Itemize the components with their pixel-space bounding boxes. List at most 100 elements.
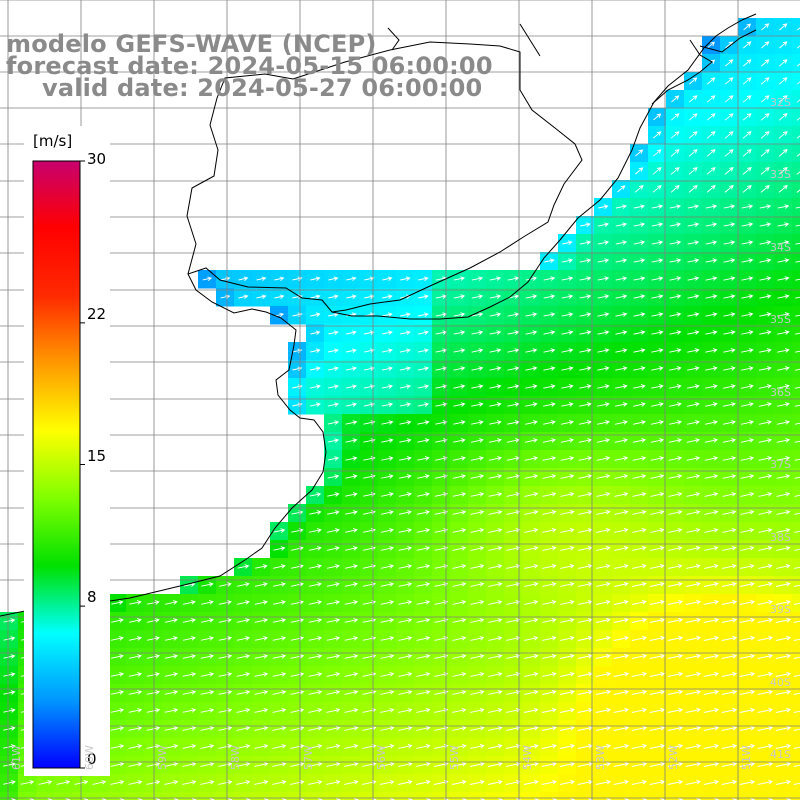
wind-arrow [775, 635, 792, 641]
wind-arrow [740, 420, 754, 425]
wind-arrow [757, 761, 774, 767]
wind-arrow [272, 672, 287, 677]
wind-arrow [703, 743, 720, 749]
wind-arrow [685, 617, 702, 623]
wind-arrow [596, 438, 611, 443]
wind-arrow [524, 581, 539, 587]
wind-arrow [615, 276, 628, 281]
wind-arrow [793, 692, 800, 695]
wind-arrow [560, 545, 575, 551]
wind-arrow [399, 438, 412, 443]
wind-speed-cell [252, 792, 271, 800]
wind-arrow [561, 402, 574, 407]
wind-arrow [667, 689, 684, 695]
wind-arrow [507, 312, 520, 317]
wind-arrow [758, 438, 773, 443]
wind-arrow [524, 563, 539, 569]
wind-arrow [470, 474, 485, 479]
wind-speed-cell [792, 126, 800, 145]
wind-arrow [667, 779, 684, 785]
wind-arrow [596, 492, 611, 497]
wind-arrow [272, 708, 287, 713]
wind-speed-cell [486, 792, 505, 800]
wind-arrow [760, 77, 770, 85]
wind-arrow [326, 779, 341, 785]
wind-arrow [579, 348, 592, 353]
wind-arrow [579, 312, 592, 317]
wind-arrow [633, 366, 646, 371]
wind-arrow [471, 420, 484, 425]
wind-speed-cell [378, 792, 397, 800]
coastline [0, 13, 757, 617]
wind-arrow [416, 690, 431, 695]
wind-speed-cell [504, 792, 523, 800]
wind-arrow [560, 438, 575, 443]
wind-arrow [256, 276, 267, 281]
wind-arrow [669, 402, 682, 407]
wind-arrow [434, 654, 449, 659]
wind-arrow [146, 690, 161, 695]
wind-arrow [327, 510, 340, 515]
wind-speed-cell [540, 792, 559, 800]
wind-speed-cell [792, 90, 800, 109]
wind-arrow [524, 725, 539, 731]
wind-arrow [398, 528, 413, 533]
wind-arrow [524, 438, 538, 443]
wind-arrow [381, 384, 394, 389]
wind-arrow [759, 240, 772, 245]
wind-arrow [399, 366, 412, 371]
wind-arrow [631, 671, 648, 677]
wind-arrow [398, 725, 413, 731]
wind-arrow [254, 600, 268, 605]
wind-arrow [3, 654, 16, 659]
wind-arrow [579, 366, 592, 371]
wind-arrow [380, 564, 395, 569]
wind-arrow [129, 618, 142, 623]
wind-arrow [146, 708, 161, 713]
wind-arrow [327, 420, 340, 425]
wind-arrow [128, 780, 143, 785]
wind-arrow [705, 222, 718, 227]
wind-arrow [506, 564, 521, 569]
wind-arrow [417, 420, 430, 425]
wind-arrow [633, 348, 646, 353]
wind-arrow [632, 474, 647, 479]
wind-arrow [200, 762, 215, 767]
wind-speed-cell [162, 792, 181, 800]
wind-arrow [687, 330, 700, 335]
wind-arrow [3, 780, 16, 785]
wind-arrow [382, 330, 393, 335]
wind-arrow [506, 618, 521, 623]
wind-arrow [743, 59, 752, 67]
wind-arrow [560, 599, 575, 605]
wind-arrow [434, 636, 449, 641]
wind-arrow [705, 294, 718, 299]
wind-arrow [559, 725, 575, 731]
wind-arrow [236, 690, 251, 695]
wind-arrow [165, 600, 178, 605]
wind-arrow [596, 545, 611, 551]
wind-arrow [631, 743, 648, 749]
wind-arrow [471, 402, 484, 407]
wind-arrow [794, 476, 800, 479]
wind-arrow [525, 366, 538, 371]
wind-arrow [146, 654, 161, 659]
wind-arrow [757, 671, 774, 677]
wind-arrow [363, 366, 375, 371]
wind-arrow [615, 204, 628, 209]
wind-arrow [597, 240, 610, 245]
wind-arrow [200, 654, 215, 659]
wind-speed-cell [792, 162, 800, 181]
wind-speed-cell [792, 234, 800, 253]
wind-arrow [236, 708, 251, 713]
wind-arrow [543, 366, 556, 371]
wind-arrow [685, 725, 702, 731]
wind-arrow [309, 492, 322, 497]
wind-arrow [506, 707, 521, 713]
wind-arrow [380, 582, 395, 587]
wind-speed-cell [792, 630, 800, 649]
wind-arrow [615, 366, 628, 371]
wind-arrow [615, 384, 628, 389]
wind-arrow [417, 366, 430, 371]
wind-arrow [346, 330, 357, 335]
